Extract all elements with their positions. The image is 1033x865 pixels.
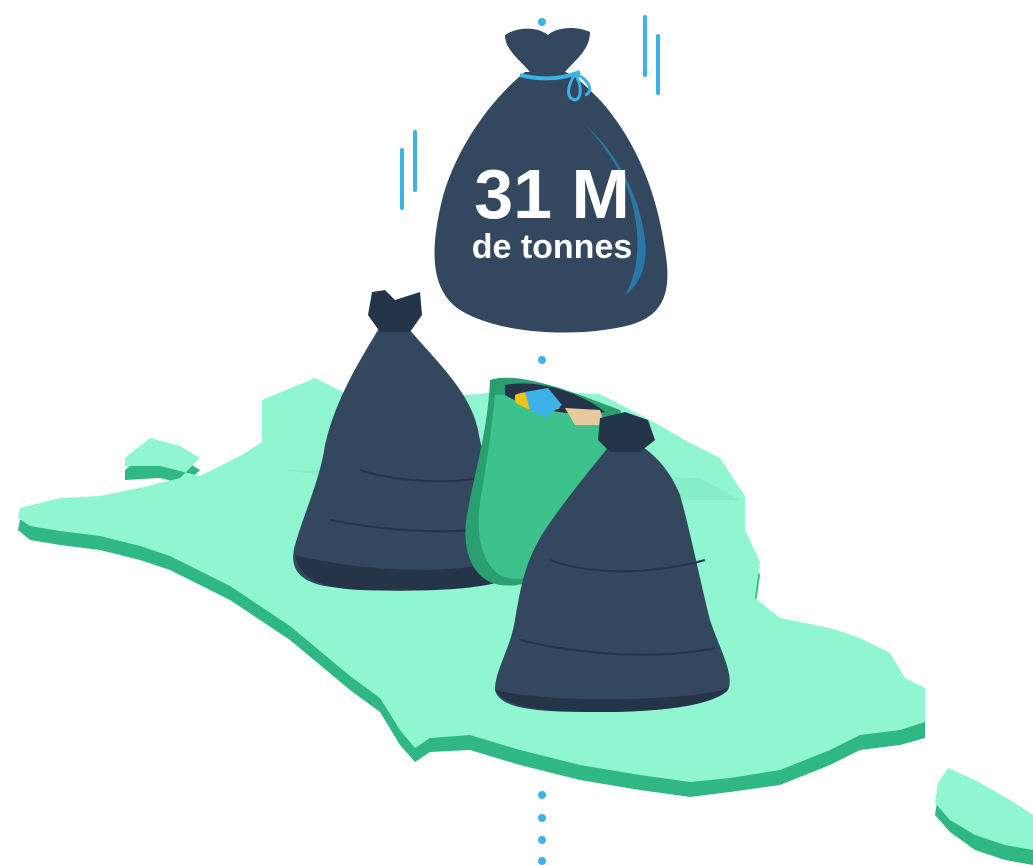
corsica-icon xyxy=(935,768,1033,865)
trash-bag-icon xyxy=(293,290,518,591)
stat-unit: de tonnes xyxy=(472,228,633,266)
falling-trash-bag: 31 M de tonnes xyxy=(434,28,668,333)
trash-bag-icon-front xyxy=(495,412,730,712)
stat-value: 31 M xyxy=(474,155,630,233)
dotted-guide-line xyxy=(538,18,546,865)
motion-lines-icon xyxy=(400,15,660,210)
recycling-bag-icon xyxy=(465,377,623,586)
